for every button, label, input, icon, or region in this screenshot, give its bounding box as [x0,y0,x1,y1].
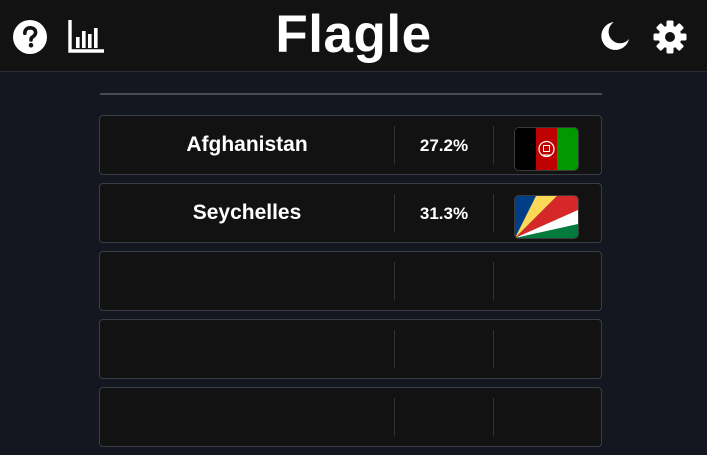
guess-percent: 31.3% [419,204,469,223]
cell-divider [493,194,494,232]
guess-row: Afghanistan 27.2% [99,115,602,175]
guess-row: Seychelles 31.3% [99,183,602,243]
page-title: Flagle [275,5,432,64]
afghanistan-flag [514,127,579,171]
cell-divider [493,126,494,164]
header-bar: Flagle [0,0,707,72]
cell-divider [493,398,494,436]
guess-percent [395,252,493,310]
cell-divider [394,398,395,436]
guess-country [100,388,394,446]
help-icon[interactable] [12,19,48,55]
guess-row [99,387,602,447]
header-divider [100,93,602,95]
cell-divider [394,194,395,232]
settings-icon[interactable] [652,19,688,55]
guess-country: Afghanistan [186,133,308,156]
stats-icon[interactable] [68,20,104,53]
guess-percent [395,320,493,378]
seychelles-flag [514,195,579,239]
guess-percent: 27.2% [419,136,469,155]
cell-divider [394,262,395,300]
guess-row [99,251,602,311]
cell-divider [493,262,494,300]
cell-divider [394,330,395,368]
guess-percent [395,388,493,446]
guess-country: Seychelles [192,201,302,224]
guess-country [100,252,394,310]
guess-list: Afghanistan 27.2% Seychelles 31.3% [99,115,602,455]
cell-divider [493,330,494,368]
guess-country [100,320,394,378]
guess-row [99,319,602,379]
cell-divider [394,126,395,164]
dark-mode-icon[interactable] [599,20,631,52]
